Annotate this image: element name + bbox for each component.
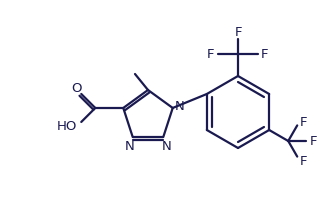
Text: HO: HO (57, 121, 78, 134)
Text: F: F (234, 26, 242, 39)
Text: F: F (261, 47, 269, 60)
Text: O: O (71, 82, 82, 95)
Text: F: F (300, 116, 307, 129)
Text: N: N (125, 140, 135, 153)
Text: F: F (309, 134, 317, 147)
Text: F: F (207, 47, 215, 60)
Text: F: F (300, 155, 307, 168)
Text: N: N (175, 101, 185, 114)
Text: N: N (161, 140, 171, 153)
